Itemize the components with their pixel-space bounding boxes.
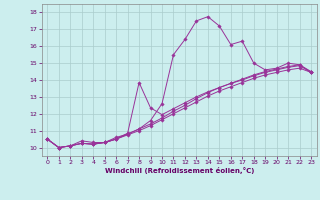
X-axis label: Windchill (Refroidissement éolien,°C): Windchill (Refroidissement éolien,°C): [105, 167, 254, 174]
